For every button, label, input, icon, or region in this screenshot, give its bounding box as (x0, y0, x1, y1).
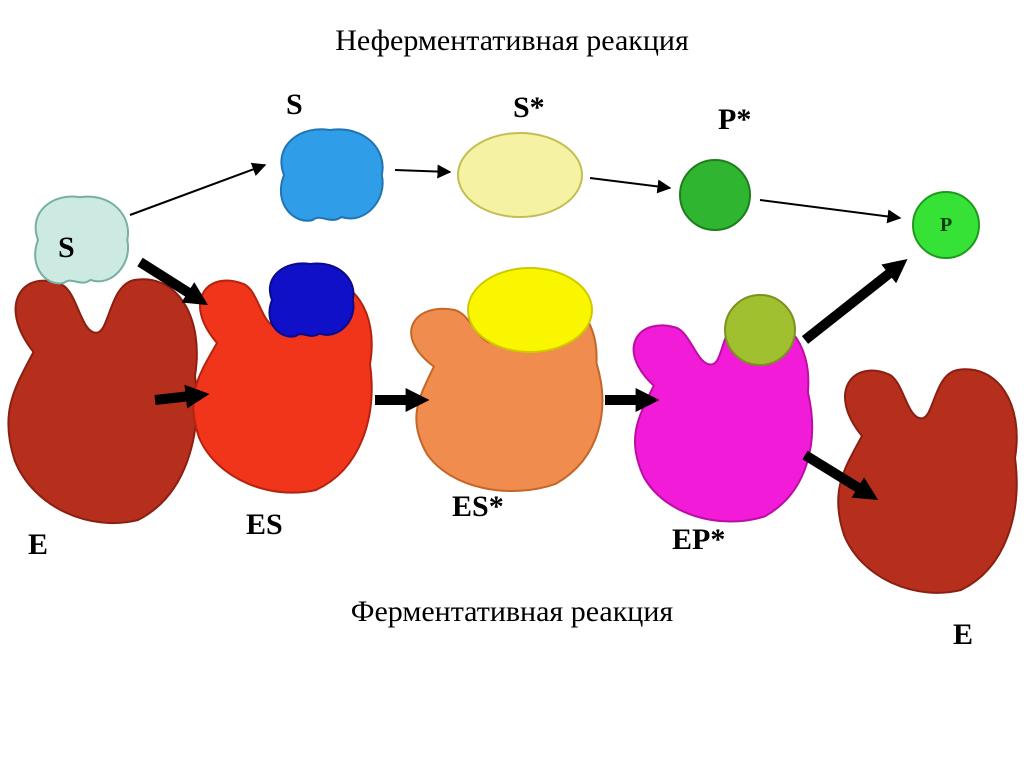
shape-substrate_pale (35, 197, 128, 284)
label-es: ES (246, 508, 283, 542)
label-e-right: E (953, 618, 973, 652)
arrow-thin-3 (760, 200, 900, 218)
shape-substrate_blue (281, 129, 383, 221)
label-e-left: E (28, 528, 48, 562)
diagram-stage: Неферментативная реакция Ферментативная … (0, 0, 1024, 767)
shape-enzyme_red_right (838, 369, 1017, 593)
label-p-circle: P (940, 214, 952, 237)
shape-esstar_sub_yellow (468, 268, 592, 352)
shape-epstar_sub_olive (725, 295, 795, 365)
shapes-layer (0, 0, 1024, 767)
label-p-star: P* (718, 103, 751, 137)
arrow-thin-0 (130, 165, 265, 215)
label-ep-star: EP* (672, 523, 725, 557)
label-s-top: S (286, 88, 303, 122)
arrow-thick-4 (805, 265, 900, 340)
label-s-star: S* (513, 91, 545, 125)
arrow-thin-2 (590, 178, 670, 188)
label-s-left: S (58, 231, 75, 265)
arrow-thick-1 (155, 395, 200, 400)
shape-pstar_circle (680, 160, 750, 230)
arrow-thin-1 (395, 170, 450, 172)
shape-sstar_oval (458, 133, 582, 217)
label-es-star: ES* (452, 490, 504, 524)
shape-es_sub_navy (269, 263, 353, 336)
